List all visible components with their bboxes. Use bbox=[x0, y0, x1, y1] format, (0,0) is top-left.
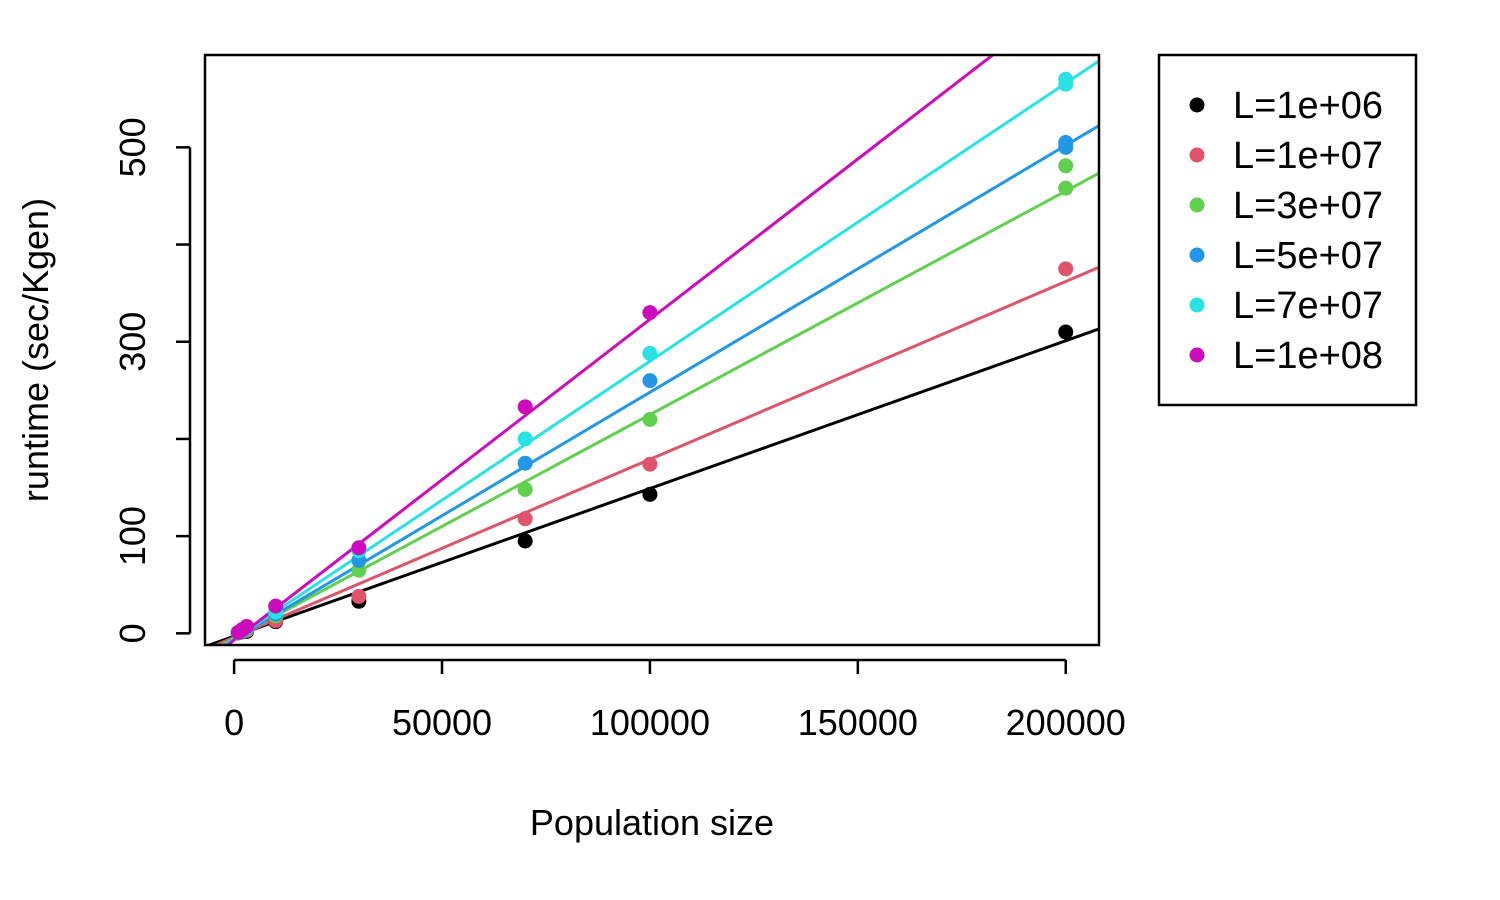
data-point-L=1e+06 bbox=[1058, 324, 1074, 340]
data-points bbox=[230, 71, 1074, 641]
fit-line-L=1e+08 bbox=[225, 55, 996, 645]
legend-label: L=1e+06 bbox=[1233, 85, 1383, 127]
x-axis: 0 50000 100000 150000 200000 bbox=[224, 658, 1126, 743]
legend-frame bbox=[1157, 53, 1418, 407]
data-point-L=7e+07 bbox=[517, 431, 533, 447]
legend-marker-L=7e+07 bbox=[1189, 297, 1205, 313]
data-point-L=5e+07 bbox=[1058, 134, 1074, 150]
x-tick-label: 50000 bbox=[392, 702, 492, 743]
legend-label: L=5e+07 bbox=[1233, 235, 1383, 277]
x-tick-label: 100000 bbox=[590, 702, 710, 743]
data-point-L=3e+07 bbox=[1058, 180, 1074, 196]
data-point-L=5e+07 bbox=[517, 455, 533, 471]
y-tick-label: 300 bbox=[112, 312, 153, 372]
fit-line-L=5e+07 bbox=[221, 124, 1099, 645]
data-point-L=1e+08 bbox=[517, 399, 533, 415]
data-point-L=5e+07 bbox=[642, 373, 658, 389]
y-tick-label: 0 bbox=[112, 623, 153, 643]
x-tick-label: 0 bbox=[224, 702, 244, 743]
x-axis-title: Population size bbox=[530, 802, 774, 843]
legend-marker-L=1e+06 bbox=[1189, 97, 1205, 113]
data-point-L=1e+08 bbox=[642, 305, 658, 321]
legend-marker-L=1e+07 bbox=[1189, 147, 1205, 163]
legend-label: L=3e+07 bbox=[1233, 185, 1383, 227]
data-point-L=1e+07 bbox=[517, 511, 533, 527]
legend-label: L=7e+07 bbox=[1233, 285, 1383, 327]
data-point-L=1e+07 bbox=[1058, 261, 1074, 277]
data-point-L=7e+07 bbox=[642, 345, 658, 361]
data-point-L=1e+08 bbox=[239, 619, 255, 635]
y-tick-label: 100 bbox=[112, 506, 153, 566]
data-point-L=1e+07 bbox=[351, 588, 367, 604]
data-point-L=1e+08 bbox=[351, 540, 367, 556]
legend-marker-L=1e+08 bbox=[1189, 347, 1205, 363]
y-axis-title: runtime (sec/Kgen) bbox=[15, 198, 56, 502]
y-tick-label: 500 bbox=[112, 117, 153, 177]
x-tick-label: 150000 bbox=[798, 702, 918, 743]
legend-label: L=1e+07 bbox=[1233, 135, 1383, 177]
data-point-L=3e+07 bbox=[517, 481, 533, 497]
legend-label: L=1e+08 bbox=[1233, 335, 1383, 377]
data-point-L=3e+07 bbox=[642, 411, 658, 427]
data-point-L=1e+08 bbox=[268, 598, 284, 614]
data-point-L=7e+07 bbox=[1058, 71, 1074, 87]
legend-marker-L=3e+07 bbox=[1189, 197, 1205, 213]
data-point-L=3e+07 bbox=[1058, 158, 1074, 174]
data-point-L=1e+06 bbox=[642, 486, 658, 502]
plot-area-frame bbox=[203, 53, 1101, 647]
fit-lines bbox=[205, 55, 1099, 645]
x-tick-label: 200000 bbox=[1006, 702, 1126, 743]
legend: L=1e+06 L=1e+07 L=3e+07 L=5e+07 L=7e+07 L=1e+… bbox=[1157, 53, 1418, 407]
y-axis: 0 100 300 500 bbox=[112, 117, 192, 643]
data-point-L=1e+06 bbox=[517, 533, 533, 549]
legend-marker-L=5e+07 bbox=[1189, 247, 1205, 263]
data-point-L=1e+07 bbox=[642, 456, 658, 472]
